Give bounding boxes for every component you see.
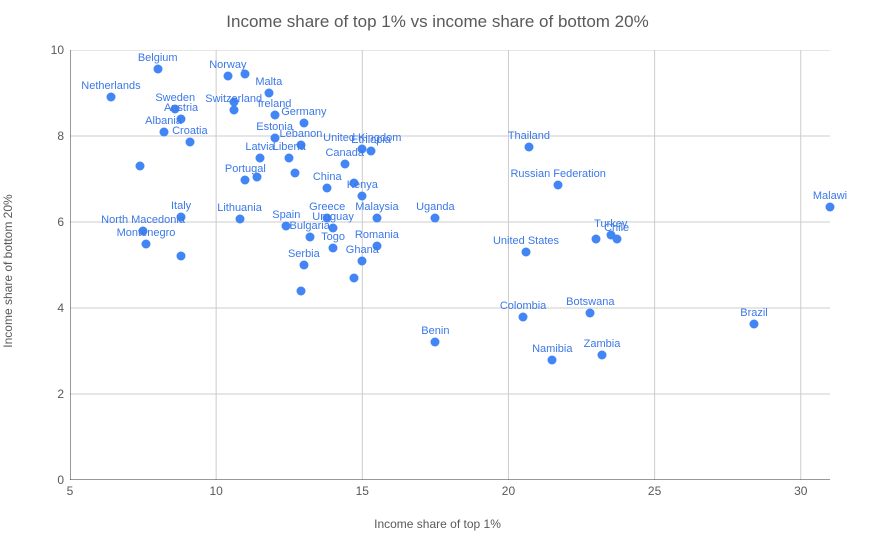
data-point — [177, 252, 186, 261]
y-tick-label: 6 — [57, 215, 70, 229]
data-point — [349, 273, 358, 282]
data-point — [264, 89, 273, 98]
data-point — [291, 168, 300, 177]
x-tick-label: 20 — [502, 484, 515, 498]
data-point — [153, 65, 162, 74]
y-axis-label: Income share of bottom 20% — [1, 194, 15, 347]
chart-title: Income share of top 1% vs income share o… — [0, 12, 875, 32]
data-point — [282, 222, 291, 231]
data-point — [323, 213, 332, 222]
data-point — [299, 119, 308, 128]
data-point — [329, 224, 338, 233]
data-point — [241, 69, 250, 78]
data-point — [524, 142, 533, 151]
data-point — [296, 286, 305, 295]
data-point — [235, 214, 244, 223]
data-point — [329, 243, 338, 252]
data-point — [241, 175, 250, 184]
data-point — [431, 213, 440, 222]
data-point — [253, 172, 262, 181]
data-point — [177, 212, 186, 221]
data-point — [270, 110, 279, 119]
data-point — [586, 309, 595, 318]
data-point — [519, 312, 528, 321]
data-point — [223, 71, 232, 80]
x-axis-label: Income share of top 1% — [0, 517, 875, 531]
data-point — [358, 144, 367, 153]
data-point — [285, 154, 294, 163]
y-tick-label: 10 — [51, 43, 70, 57]
data-point — [826, 202, 835, 211]
data-point — [750, 320, 759, 329]
data-point — [139, 226, 148, 235]
scatter-chart: Income share of top 1% vs income share o… — [0, 0, 875, 541]
data-point — [256, 153, 265, 162]
data-point — [299, 261, 308, 270]
y-tick-label: 8 — [57, 129, 70, 143]
plot-area: 024681051015202530NetherlandsBelgiumNorw… — [70, 50, 830, 480]
x-tick-label: 15 — [356, 484, 369, 498]
data-point — [171, 105, 180, 114]
data-point — [340, 159, 349, 168]
data-point — [358, 256, 367, 265]
data-point — [367, 147, 376, 156]
data-point — [177, 114, 186, 123]
data-point — [296, 140, 305, 149]
data-point — [142, 239, 151, 248]
data-point — [106, 93, 115, 102]
data-point — [522, 248, 531, 257]
x-tick-label: 5 — [67, 484, 74, 498]
data-point — [159, 127, 168, 136]
y-tick-label: 2 — [57, 387, 70, 401]
x-tick-label: 25 — [648, 484, 661, 498]
data-point — [185, 138, 194, 147]
data-point — [554, 181, 563, 190]
data-point — [592, 235, 601, 244]
x-tick-label: 30 — [794, 484, 807, 498]
data-point — [270, 134, 279, 143]
data-point — [323, 183, 332, 192]
data-point — [548, 355, 557, 364]
data-point — [612, 235, 621, 244]
data-point — [598, 351, 607, 360]
data-point — [136, 162, 145, 171]
data-point — [358, 192, 367, 201]
data-point — [305, 233, 314, 242]
x-tick-label: 10 — [209, 484, 222, 498]
y-tick-label: 4 — [57, 301, 70, 315]
data-point — [431, 338, 440, 347]
data-point — [349, 179, 358, 188]
data-point — [372, 213, 381, 222]
data-point — [229, 106, 238, 115]
data-point — [372, 241, 381, 250]
